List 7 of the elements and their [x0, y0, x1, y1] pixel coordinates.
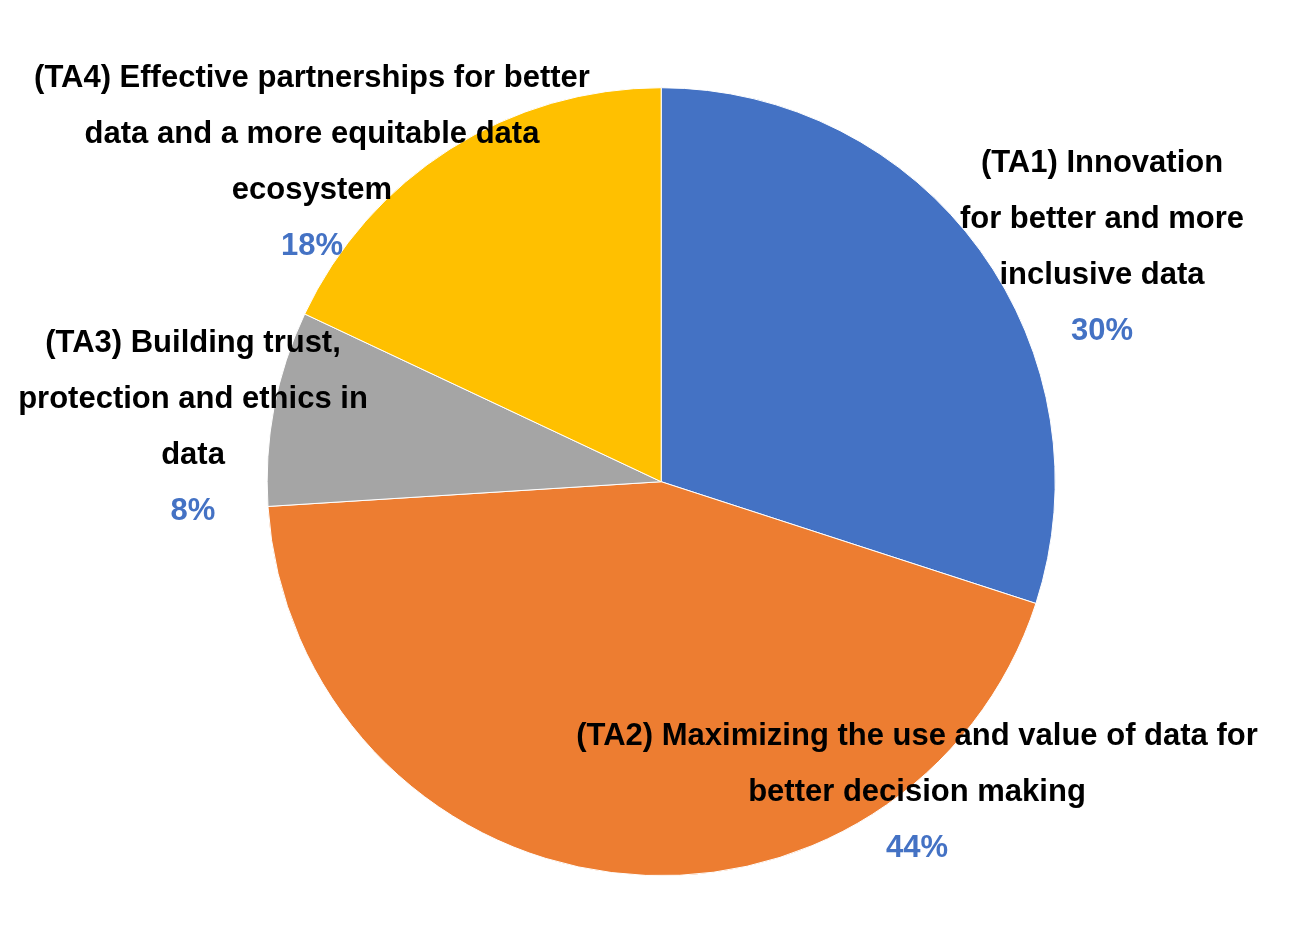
- data-label: 18%: [280, 226, 344, 262]
- data-label: 44%: [885, 828, 949, 864]
- data-label: 30%: [1070, 311, 1134, 347]
- slice-label: (TA3) Building trust, protection and ethics in data: [18, 323, 368, 471]
- slice-label: (TA4) Effective partnerships for better data and a more equitable data ecosystem: [34, 58, 590, 206]
- data-label: 8%: [170, 491, 216, 527]
- slice-label: (TA1) Innovation for better and more inclusive data: [959, 143, 1245, 291]
